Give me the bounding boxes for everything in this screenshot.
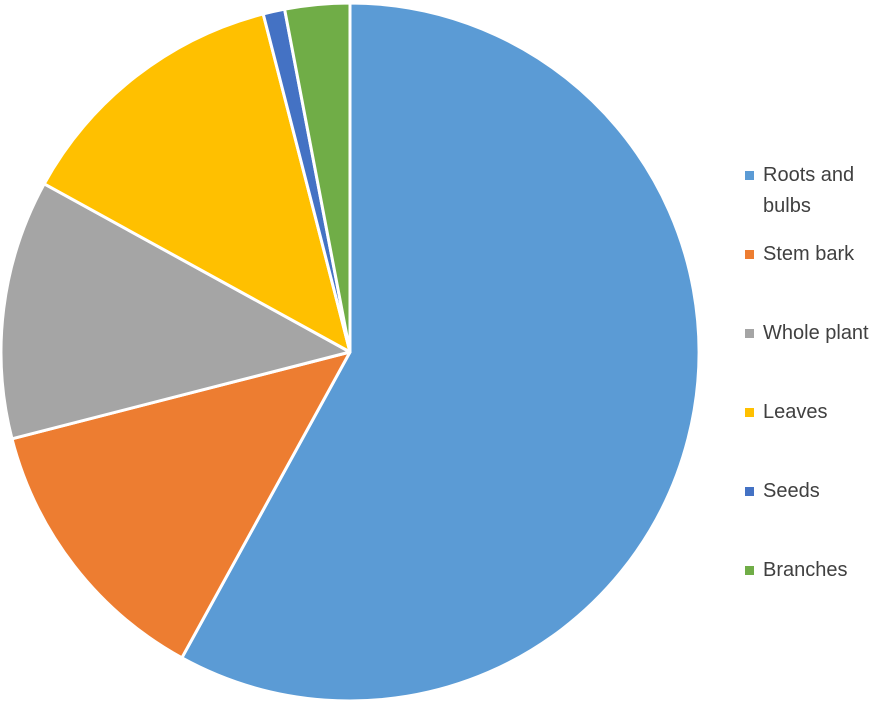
pie-slice (0, 182, 352, 441)
legend-item: Leaves (745, 397, 855, 476)
legend-label: Roots and bulbs (763, 164, 855, 217)
legend-item: Stem bark (745, 239, 855, 318)
legend-swatch (745, 329, 754, 338)
pie-slice (42, 12, 352, 354)
pie-slice (283, 1, 352, 354)
legend-item: Seeds (745, 476, 855, 555)
legend-item: Branches (745, 555, 855, 634)
legend-label: Leaves (763, 401, 828, 423)
legend-label: Seeds (763, 480, 820, 502)
legend-swatch (745, 171, 754, 180)
legend-swatch (745, 250, 754, 259)
legend-item: Whole plant (745, 318, 869, 397)
legend-label: Branches (763, 559, 848, 581)
legend-swatch (745, 566, 754, 575)
legend-label: Whole plant (763, 322, 869, 344)
legend-item: Roots and bulbs (745, 160, 855, 239)
legend: Roots and bulbs Stem bark Whole plant Leave… (745, 160, 892, 634)
legend-swatch (745, 487, 754, 496)
pie-slice (10, 350, 352, 660)
legend-swatch (745, 408, 754, 417)
legend-label: Stem bark (763, 243, 855, 265)
pie-slice (180, 1, 701, 702)
